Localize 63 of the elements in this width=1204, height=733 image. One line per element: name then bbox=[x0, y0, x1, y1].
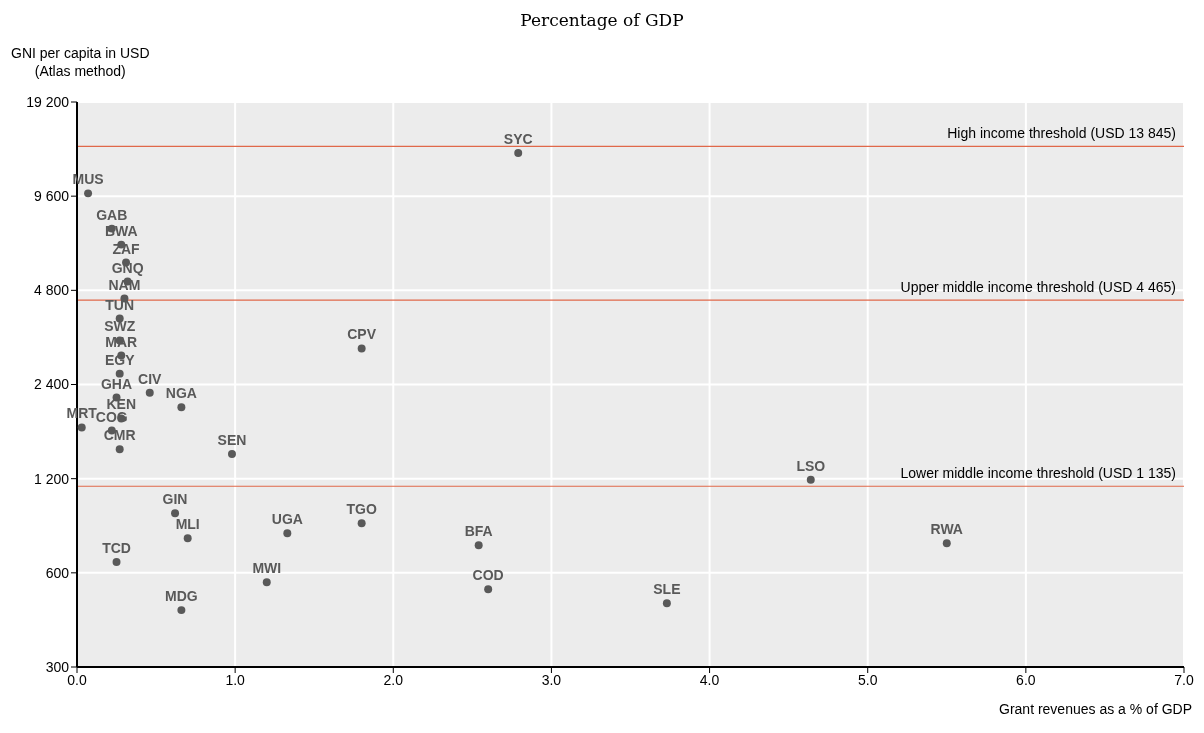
point bbox=[77, 423, 86, 432]
x-tick-label: 0.0 bbox=[67, 671, 87, 688]
y-tick-label: 9 600 bbox=[33, 188, 70, 205]
point bbox=[145, 388, 154, 397]
ref-line-label: Lower middle income threshold (USD 1 135) bbox=[900, 465, 1176, 482]
point bbox=[227, 449, 236, 458]
data-label: GIN bbox=[162, 491, 188, 508]
y-tick-label: 2 400 bbox=[33, 376, 70, 393]
point bbox=[177, 606, 186, 615]
data-label: GHA bbox=[100, 375, 133, 392]
data-label: LSO bbox=[796, 457, 826, 474]
ref-line-label: Upper middle income threshold (USD 4 465) bbox=[900, 279, 1176, 296]
ref-line-label: High income threshold (USD 13 845) bbox=[947, 125, 1176, 142]
point bbox=[115, 445, 124, 454]
point bbox=[806, 475, 815, 484]
y-tick-label: 300 bbox=[45, 658, 70, 675]
data-label: UGA bbox=[271, 511, 303, 528]
data-label: SWZ bbox=[104, 318, 136, 335]
point bbox=[112, 557, 121, 566]
y-tick-label: 600 bbox=[45, 564, 70, 581]
point bbox=[357, 519, 366, 528]
x-axis-title: Grant revenues as a % of GDP bbox=[999, 701, 1192, 717]
data-label: SEN bbox=[217, 431, 247, 448]
data-label: SYC bbox=[503, 130, 533, 147]
y-tick-label: 19 200 bbox=[26, 93, 70, 110]
point bbox=[474, 541, 483, 550]
point bbox=[942, 539, 951, 548]
data-label: TCD bbox=[102, 539, 131, 556]
x-tick-label: 3.0 bbox=[541, 671, 562, 688]
data-label: MDG bbox=[165, 588, 198, 605]
x-tick-label: 7.0 bbox=[1174, 671, 1194, 688]
point bbox=[183, 534, 192, 543]
chart-subtitle: Percentage of GDP bbox=[519, 10, 685, 30]
data-label: MWI bbox=[252, 560, 282, 577]
x-tick-label: 4.0 bbox=[699, 671, 720, 688]
x-tick-label: 6.0 bbox=[1016, 671, 1036, 688]
x-tick-label: 2.0 bbox=[383, 671, 404, 688]
data-label: SLE bbox=[653, 581, 681, 598]
data-label: NGA bbox=[165, 385, 197, 402]
data-label: RWA bbox=[930, 521, 963, 538]
data-label: CPV bbox=[347, 326, 377, 343]
point bbox=[283, 529, 292, 538]
y-tick-label: 4 800 bbox=[33, 282, 70, 299]
point bbox=[171, 509, 180, 518]
data-label: KEN bbox=[106, 396, 137, 413]
data-label: COD bbox=[472, 567, 504, 584]
point bbox=[84, 189, 93, 198]
point bbox=[177, 403, 186, 412]
x-tick-label: 1.0 bbox=[225, 671, 246, 688]
data-label: GAB bbox=[96, 206, 128, 223]
y-axis-title: GNI per capita in USD (Atlas method) bbox=[11, 44, 150, 80]
point bbox=[262, 578, 271, 587]
point bbox=[662, 599, 671, 608]
point bbox=[484, 585, 493, 594]
point bbox=[357, 344, 366, 353]
point bbox=[514, 148, 523, 157]
data-label: MLI bbox=[175, 516, 200, 533]
x-tick-label: 5.0 bbox=[857, 671, 878, 688]
point bbox=[115, 369, 124, 378]
data-label: BFA bbox=[464, 523, 493, 540]
y-tick-label: 1 200 bbox=[33, 470, 70, 487]
data-label: CIV bbox=[138, 370, 163, 387]
data-label: TGO bbox=[346, 501, 377, 518]
